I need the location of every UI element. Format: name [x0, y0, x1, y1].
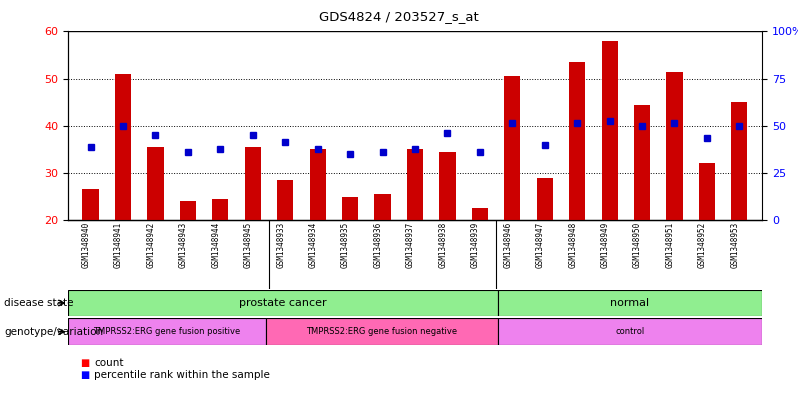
Text: control: control: [615, 327, 645, 336]
Bar: [666, 72, 682, 220]
Text: GSM1348940: GSM1348940: [81, 222, 90, 268]
Bar: [374, 194, 391, 220]
Bar: [699, 163, 715, 220]
Bar: [407, 149, 423, 220]
Bar: [504, 76, 520, 220]
Text: ■: ■: [80, 369, 89, 380]
Text: genotype/variation: genotype/variation: [4, 327, 103, 337]
Text: percentile rank within the sample: percentile rank within the sample: [94, 369, 270, 380]
Bar: [68, 318, 267, 345]
Bar: [277, 180, 294, 220]
Text: GSM1348952: GSM1348952: [698, 222, 707, 268]
Text: GSM1348933: GSM1348933: [276, 222, 285, 268]
Text: GSM1348949: GSM1348949: [601, 222, 610, 268]
Text: normal: normal: [610, 298, 650, 308]
Bar: [536, 178, 553, 220]
Text: GSM1348946: GSM1348946: [504, 222, 512, 268]
Text: TMPRSS2:ERG gene fusion positive: TMPRSS2:ERG gene fusion positive: [93, 327, 241, 336]
Bar: [68, 290, 498, 316]
Bar: [148, 147, 164, 220]
Bar: [342, 196, 358, 220]
Bar: [472, 208, 488, 220]
Text: TMPRSS2:ERG gene fusion negative: TMPRSS2:ERG gene fusion negative: [306, 327, 457, 336]
Text: GSM1348950: GSM1348950: [633, 222, 642, 268]
Bar: [115, 74, 131, 220]
Bar: [498, 318, 762, 345]
Bar: [267, 318, 498, 345]
Text: GSM1348936: GSM1348936: [373, 222, 382, 268]
Text: GSM1348939: GSM1348939: [471, 222, 480, 268]
Text: GSM1348947: GSM1348947: [535, 222, 545, 268]
Text: GSM1348934: GSM1348934: [309, 222, 318, 268]
Text: GSM1348938: GSM1348938: [438, 222, 448, 268]
Bar: [180, 201, 196, 220]
Bar: [731, 102, 748, 220]
Bar: [498, 290, 762, 316]
Text: GDS4824 / 203527_s_at: GDS4824 / 203527_s_at: [319, 10, 479, 23]
Text: GSM1348951: GSM1348951: [666, 222, 674, 268]
Text: GSM1348945: GSM1348945: [243, 222, 253, 268]
Bar: [310, 149, 326, 220]
Bar: [82, 189, 99, 220]
Text: GSM1348944: GSM1348944: [211, 222, 220, 268]
Text: GSM1348948: GSM1348948: [568, 222, 577, 268]
Text: GSM1348942: GSM1348942: [146, 222, 156, 268]
Bar: [439, 152, 456, 220]
Bar: [569, 62, 585, 220]
Text: disease state: disease state: [4, 298, 73, 308]
Text: ■: ■: [80, 358, 89, 368]
Text: GSM1348937: GSM1348937: [406, 222, 415, 268]
Text: count: count: [94, 358, 124, 368]
Bar: [212, 199, 228, 220]
Text: GSM1348943: GSM1348943: [179, 222, 188, 268]
Text: GSM1348941: GSM1348941: [114, 222, 123, 268]
Bar: [245, 147, 261, 220]
Bar: [634, 105, 650, 220]
Bar: [602, 41, 618, 220]
Text: prostate cancer: prostate cancer: [239, 298, 326, 308]
Text: GSM1348953: GSM1348953: [730, 222, 740, 268]
Text: GSM1348935: GSM1348935: [341, 222, 350, 268]
